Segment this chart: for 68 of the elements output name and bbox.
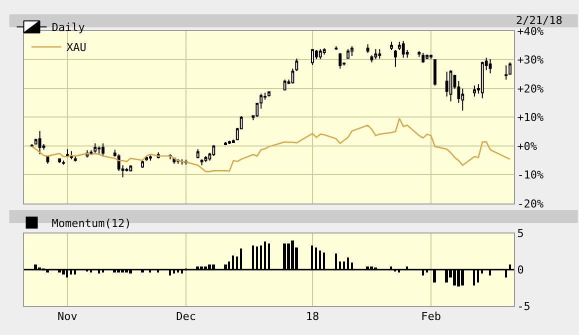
- x-tick-label: Feb: [421, 310, 441, 324]
- candlestick: [473, 85, 476, 98]
- candlestick: [318, 48, 322, 60]
- candlestick: [196, 148, 200, 159]
- candlestick: [504, 64, 508, 80]
- y-tick-label: 0: [517, 264, 524, 276]
- candlestick: [449, 70, 452, 102]
- candlestick: [129, 164, 132, 172]
- candlestick: [434, 58, 436, 86]
- candlestick: [58, 158, 62, 164]
- candlestick: [374, 48, 378, 60]
- candlestick: [141, 160, 144, 168]
- legend-label: Momentum(12): [52, 216, 132, 230]
- candlestick: [350, 46, 354, 57]
- candlestick: [390, 41, 393, 50]
- y-tick-label: -5: [517, 300, 530, 313]
- candlestick: [295, 58, 298, 72]
- candlestick: [204, 156, 208, 163]
- candlestick: [102, 142, 104, 157]
- y-tick-label: +10%: [517, 111, 544, 124]
- candlestick: [311, 48, 314, 66]
- candlestick: [291, 68, 294, 84]
- candlestick: [402, 40, 405, 58]
- candlestick: [200, 158, 204, 166]
- candlestick: [378, 48, 382, 60]
- candlestick: [38, 130, 42, 155]
- y-tick-label: -10%: [517, 168, 544, 182]
- candlestick: [445, 71, 448, 98]
- x-tick-label: Dec: [176, 310, 196, 324]
- y-tick-label: 5: [517, 227, 524, 240]
- legend-label: XAU: [66, 41, 86, 54]
- candlestick: [394, 49, 397, 68]
- y-tick-label: +30%: [517, 54, 544, 67]
- candlestick: [480, 61, 484, 99]
- candlestick: [74, 156, 77, 162]
- candlestick: [334, 46, 338, 50]
- candlestick: [94, 142, 97, 154]
- candlestick: [70, 150, 73, 160]
- y-tick-label: -20%: [517, 197, 544, 210]
- x-tick-label: Nov: [58, 310, 78, 324]
- legend-label: Daily: [52, 21, 86, 34]
- y-tick-label: +20%: [517, 82, 544, 96]
- candlestick: [66, 148, 69, 158]
- y-tick-label: +0%: [517, 140, 538, 153]
- text: 2/21/18: [516, 14, 562, 27]
- candlestick: [30, 143, 34, 148]
- candlestick: [268, 90, 270, 98]
- candlestick: [148, 154, 152, 162]
- candlestick: [430, 54, 432, 60]
- x-tick-label: 18: [306, 310, 320, 324]
- line-series: [31, 118, 511, 172]
- candlestick: [98, 146, 101, 154]
- candlestick: [422, 52, 425, 64]
- candlestick: [212, 144, 216, 157]
- candlestick: [366, 44, 370, 54]
- candlestick: [488, 58, 492, 74]
- y-tick-label: +40%: [517, 24, 544, 38]
- candlestick: [46, 156, 50, 164]
- candlestick: [283, 79, 286, 90]
- candlestick: [322, 48, 326, 56]
- candlestick: [418, 50, 421, 58]
- candlestick: [426, 54, 429, 60]
- candlestick: [508, 62, 512, 76]
- candlestick: [232, 139, 235, 144]
- candlestick: [90, 150, 93, 156]
- candlestick: [62, 160, 65, 166]
- candlestick: [338, 52, 342, 70]
- candlestick: [346, 48, 350, 60]
